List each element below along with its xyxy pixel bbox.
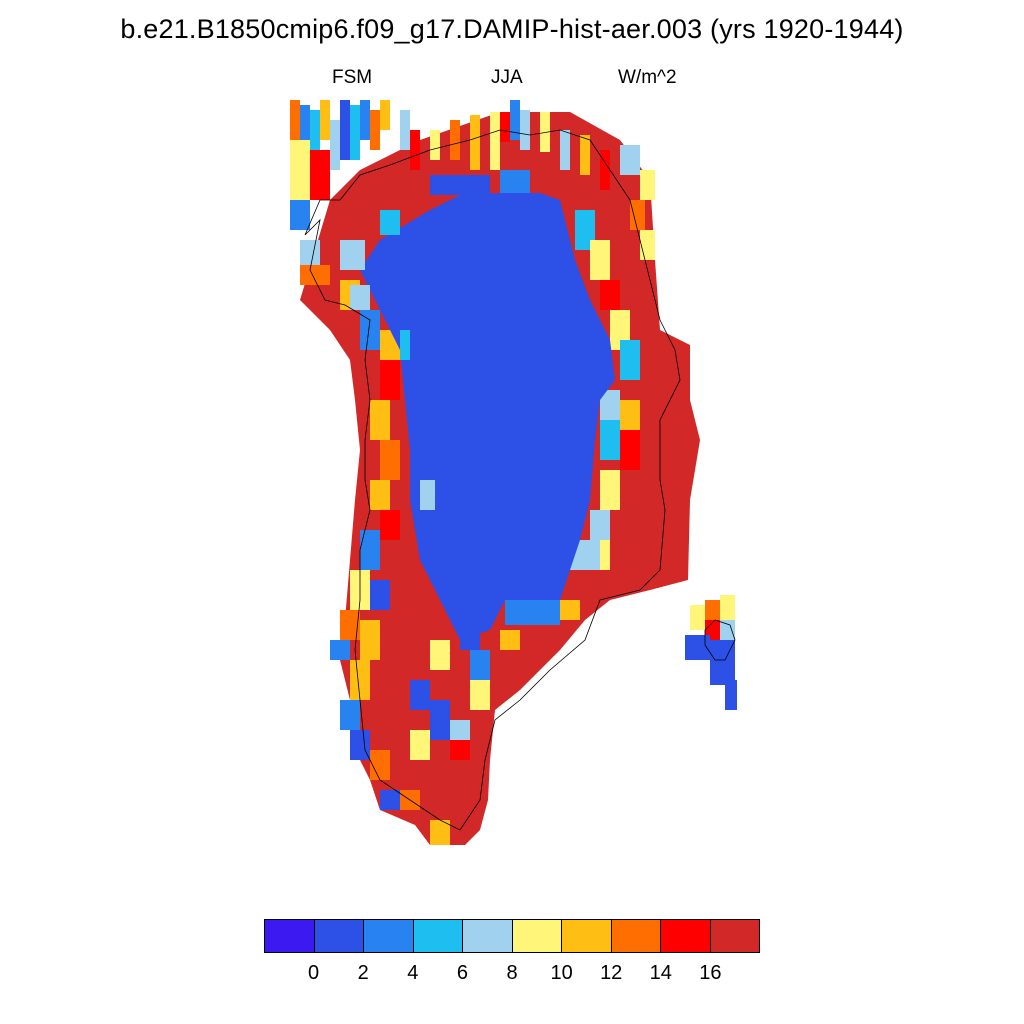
colorbar-box: [561, 919, 612, 953]
iceland-outline: [704, 619, 736, 661]
colorbar-box: [511, 919, 562, 953]
colorbar-tick-label: 10: [550, 962, 573, 984]
colorbar-box: [660, 919, 711, 953]
colorbar-tick-label: 14: [649, 962, 672, 984]
colorbar-tick-label: 2: [357, 962, 369, 984]
coastline: [304, 129, 681, 831]
iceland-cells: [685, 595, 737, 710]
colorbar-tick-label: 8: [506, 962, 518, 984]
ice-rim: [340, 210, 560, 625]
colorbar-box: [412, 919, 463, 953]
colorbar-box: [313, 919, 364, 953]
colorbar-tick-label: 0: [308, 962, 320, 984]
colorbar-box: [363, 919, 414, 953]
greenland-map: [290, 100, 737, 845]
colorbar-box: [264, 919, 315, 953]
season-label: JJA: [491, 67, 523, 88]
colorbar-tick-label: 4: [407, 962, 419, 984]
units-label: W/m^2: [618, 67, 677, 88]
colorbar: [264, 919, 760, 953]
colorbar-box: [462, 919, 513, 953]
colorbar-tick-label: 12: [600, 962, 623, 984]
colorbar-tick-label: 16: [699, 962, 722, 984]
colorbar-box: [709, 919, 760, 953]
ice-sheet-interior: [360, 193, 615, 640]
colorbar-tick-label: 6: [456, 962, 468, 984]
variable-label: FSM: [332, 67, 373, 88]
colorbar-box: [610, 919, 661, 953]
coastal-cells: [290, 100, 655, 845]
plot-title: b.e21.B1850cmip6.f09_g17.DAMIP-hist-aer.…: [120, 14, 904, 44]
